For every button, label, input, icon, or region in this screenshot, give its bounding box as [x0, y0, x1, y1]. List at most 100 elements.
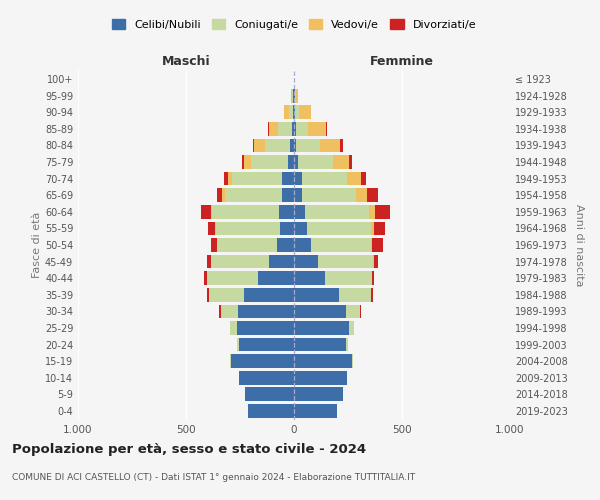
Bar — [356, 188, 367, 202]
Bar — [282, 172, 294, 186]
Bar — [248, 404, 294, 417]
Bar — [292, 122, 294, 136]
Bar — [216, 222, 280, 235]
Bar — [280, 222, 294, 235]
Bar — [375, 205, 390, 218]
Bar — [268, 122, 269, 136]
Bar — [371, 238, 372, 252]
Bar — [294, 338, 346, 351]
Bar — [212, 205, 279, 218]
Bar — [349, 156, 352, 169]
Bar — [282, 188, 294, 202]
Bar — [206, 288, 209, 302]
Bar — [293, 106, 294, 119]
Bar — [296, 138, 320, 152]
Bar — [206, 255, 211, 268]
Bar — [278, 122, 292, 136]
Bar — [294, 205, 305, 218]
Bar — [265, 138, 290, 152]
Bar — [215, 222, 216, 235]
Bar — [245, 388, 294, 401]
Bar — [269, 122, 278, 136]
Bar — [294, 222, 307, 235]
Bar — [296, 89, 298, 102]
Bar — [239, 338, 294, 351]
Bar — [340, 288, 371, 302]
Bar — [284, 106, 289, 119]
Bar — [333, 156, 349, 169]
Bar — [211, 205, 212, 218]
Legend: Celibi/Nubili, Coniugati/e, Vedovi/e, Divorziati/e: Celibi/Nubili, Coniugati/e, Vedovi/e, Di… — [109, 16, 479, 34]
Bar — [311, 238, 371, 252]
Bar — [253, 138, 254, 152]
Bar — [244, 156, 251, 169]
Bar — [360, 304, 361, 318]
Bar — [289, 106, 293, 119]
Bar — [293, 89, 294, 102]
Bar — [368, 205, 375, 218]
Bar — [201, 205, 211, 218]
Y-axis label: Anni di nascita: Anni di nascita — [574, 204, 584, 286]
Bar — [244, 288, 294, 302]
Bar — [251, 156, 287, 169]
Bar — [269, 255, 294, 268]
Bar — [237, 338, 239, 351]
Bar — [294, 304, 346, 318]
Text: Popolazione per età, sesso e stato civile - 2024: Popolazione per età, sesso e stato civil… — [12, 442, 366, 456]
Bar — [225, 188, 282, 202]
Bar — [294, 354, 352, 368]
Bar — [232, 354, 294, 368]
Bar — [347, 172, 361, 186]
Bar — [242, 156, 244, 169]
Bar — [302, 188, 356, 202]
Text: Maschi: Maschi — [161, 54, 211, 68]
Bar — [326, 122, 328, 136]
Bar — [292, 89, 293, 102]
Bar — [220, 304, 221, 318]
Bar — [372, 238, 383, 252]
Bar — [361, 172, 367, 186]
Bar — [302, 172, 347, 186]
Bar — [349, 321, 355, 334]
Bar — [295, 106, 299, 119]
Bar — [238, 304, 294, 318]
Bar — [230, 321, 237, 334]
Bar — [294, 89, 295, 102]
Bar — [371, 222, 374, 235]
Bar — [294, 272, 325, 285]
Bar — [277, 238, 294, 252]
Bar — [239, 371, 294, 384]
Bar — [296, 122, 308, 136]
Bar — [294, 138, 296, 152]
Bar — [279, 205, 294, 218]
Bar — [230, 354, 232, 368]
Bar — [259, 272, 294, 285]
Bar — [318, 255, 373, 268]
Bar — [320, 138, 340, 152]
Bar — [346, 304, 360, 318]
Bar — [325, 272, 372, 285]
Bar — [221, 304, 238, 318]
Bar — [294, 288, 340, 302]
Bar — [211, 238, 217, 252]
Bar — [209, 288, 244, 302]
Bar — [206, 272, 259, 285]
Bar — [294, 238, 311, 252]
Bar — [228, 172, 232, 186]
Bar — [205, 272, 206, 285]
Bar — [224, 172, 228, 186]
Bar — [221, 188, 225, 202]
Bar — [294, 106, 295, 119]
Bar — [294, 321, 349, 334]
Text: COMUNE DI ACI CASTELLO (CT) - Dati ISTAT 1° gennaio 2024 - Elaborazione TUTTITAL: COMUNE DI ACI CASTELLO (CT) - Dati ISTAT… — [12, 472, 415, 482]
Bar — [287, 156, 294, 169]
Bar — [352, 354, 353, 368]
Bar — [346, 338, 348, 351]
Text: Femmine: Femmine — [370, 54, 434, 68]
Bar — [294, 172, 302, 186]
Bar — [294, 371, 347, 384]
Bar — [340, 138, 343, 152]
Bar — [294, 122, 296, 136]
Bar — [232, 172, 282, 186]
Bar — [294, 404, 337, 417]
